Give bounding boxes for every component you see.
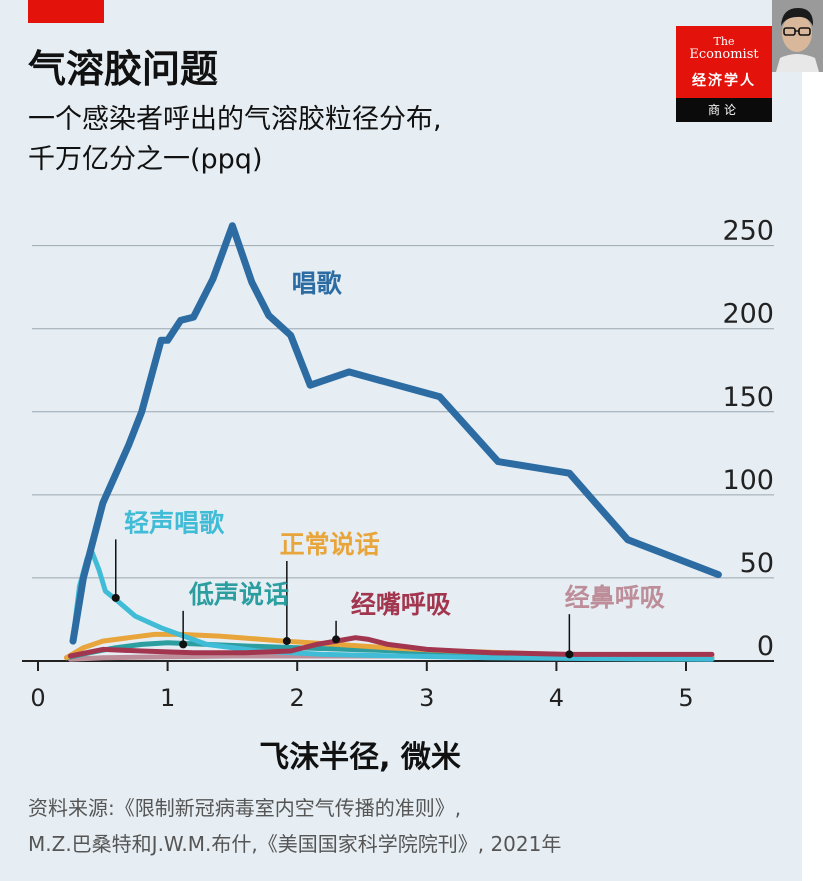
annotation-dot-1: [111, 593, 120, 602]
y-tick-label-200: 200: [722, 299, 774, 330]
x-axis-title: 飞沫半径, 微米: [259, 740, 461, 775]
x-tick-label-0: 0: [30, 684, 45, 712]
annotation-dot-2: [282, 637, 291, 646]
series-label-0: 唱歌: [292, 269, 343, 298]
logo-text-chinese: 经济学人: [692, 73, 756, 89]
series-line-0: [69, 222, 722, 645]
avatar: [772, 0, 823, 72]
y-tick-label-250: 250: [722, 216, 774, 247]
chart-plot: 0 50 100 150 200 250 0 1 2 3 4 5 飞沫半径, 微米 唱歌轻声唱歌正常说话低…: [22, 216, 774, 775]
y-tick-label-150: 150: [722, 382, 774, 413]
logo-column-tag: 商论: [676, 98, 772, 122]
subtitle-line-2: 千万亿分之一(ppq): [28, 144, 263, 175]
source-note: 资料来源:《限制新冠病毒室内空气传播的准则》, M.Z.巴桑特和J.W.M.布什…: [28, 790, 788, 862]
annotation-dot-4: [332, 635, 341, 644]
series-label-4: 经嘴呼吸: [351, 590, 451, 619]
x-tick-label-2: 2: [290, 684, 305, 712]
brand-red-bar: [28, 0, 104, 23]
annotation-dot-3: [179, 640, 188, 649]
y-tick-label-50: 50: [740, 548, 774, 579]
source-line-1: 资料来源:《限制新冠病毒室内空气传播的准则》,: [28, 796, 462, 820]
x-tick-label-4: 4: [549, 684, 564, 712]
y-tick-label-100: 100: [722, 465, 774, 496]
source-line-2: M.Z.巴桑特和J.W.M.布什,《美国国家科学院院刊》, 2021年: [28, 832, 562, 856]
x-tick-label-3: 3: [419, 684, 434, 712]
economist-logo: The Economist 经济学人 商论: [676, 26, 772, 122]
avatar-portrait-icon: [772, 0, 823, 72]
series-label-5: 经鼻呼吸: [565, 583, 665, 612]
y-tick-label-0: 0: [757, 631, 774, 662]
subtitle-line-1: 一个感染者呼出的气溶胶粒径分布,: [28, 104, 442, 135]
logo-text-economist: Economist: [689, 47, 759, 62]
x-tick-label-5: 5: [678, 684, 693, 712]
chart-subtitle: 一个感染者呼出的气溶胶粒径分布, 千万亿分之一(ppq): [28, 100, 628, 180]
series-label-3: 低声说话: [188, 580, 289, 609]
logo-text-the: The: [713, 35, 735, 48]
series-label-1: 轻声唱歌: [124, 508, 225, 537]
economist-logo-red-block: The Economist 经济学人: [676, 26, 772, 98]
chart-title: 气溶胶问题: [28, 47, 219, 91]
annotation-dot-5: [565, 650, 574, 659]
x-tick-label-1: 1: [160, 684, 175, 712]
series-label-2: 正常说话: [280, 530, 380, 559]
